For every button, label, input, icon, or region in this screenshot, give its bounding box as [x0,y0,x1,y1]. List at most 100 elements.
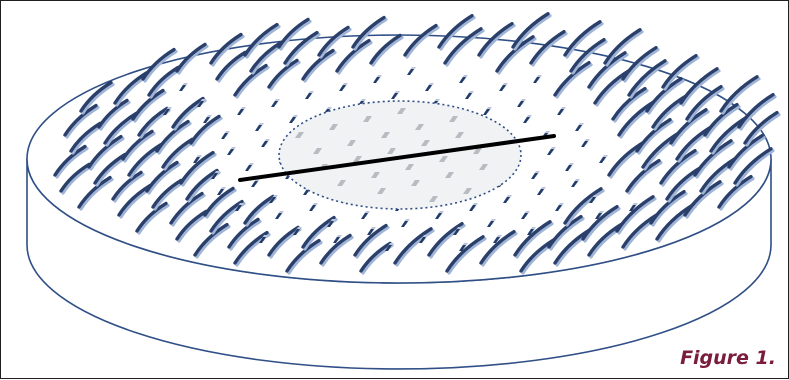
blade-mark [669,108,710,147]
blade-mark [627,59,669,99]
scan-line [238,134,556,182]
blade-mark [569,37,608,75]
figure-caption: Figure 1. [680,347,776,369]
stub-mark [251,179,260,187]
blade-mark [443,27,485,67]
center-stub-mark [295,132,304,138]
blade-mark [203,186,237,219]
blade-mark [621,45,660,83]
stub-mark [531,171,540,179]
blade-mark [645,77,685,115]
stub-mark [453,227,462,235]
blade-mark [351,15,388,51]
center-stub-mark [313,148,322,154]
blade-mark [393,227,435,267]
center-stubs [295,108,488,202]
stub-mark [521,211,530,219]
blade-mark [353,223,390,259]
blade-mark [437,13,476,51]
stub-mark [517,99,526,107]
blade-mark [111,170,145,203]
stub-mark [523,115,532,123]
blade-mark [131,88,167,123]
blade-mark [445,235,487,275]
stub-mark [259,235,268,243]
stub-mark [547,147,556,155]
blade-mark [285,238,323,275]
blade-mark [635,117,674,155]
stub-mark [339,83,348,91]
blade-mark [209,32,245,67]
stub-mark [557,107,566,115]
blade-mark [659,149,699,187]
blade-mark [283,30,321,67]
blade-mark [233,63,270,99]
center-stub-mark [463,188,472,194]
center-stub-mark [429,196,438,202]
stub-mark [197,99,206,107]
stub-mark [309,203,318,211]
blades-layer [53,12,781,275]
center-stub-mark [479,164,488,170]
stub-mark [261,139,270,147]
blade-mark [267,58,301,91]
stub-mark [271,99,280,107]
blade-mark [563,20,604,59]
stub-mark [599,155,608,163]
center-stub-mark [439,156,448,162]
center-stub-mark [387,148,396,154]
stub-mark [293,227,302,235]
stub-mark [487,219,496,227]
blade-mark [63,103,100,139]
blade-mark [615,195,657,235]
stub-mark [235,203,244,211]
stub-mark [459,75,468,83]
blade-mark [703,102,741,139]
stub-mark [435,211,444,219]
stub-mark [589,195,598,203]
blade-mark [87,134,125,171]
stub-mark [227,147,236,155]
blade-mark [53,144,89,179]
stub-mark [565,163,574,171]
stub-mark [425,83,434,91]
blade-mark [727,133,766,171]
stub-mark [221,131,230,139]
stub-mark [459,243,468,251]
stub-mark [533,75,542,83]
stub-mark [391,91,400,99]
stub-mark [255,123,264,131]
center-stub-mark [405,164,414,170]
blade-mark [243,22,281,59]
blade-mark [733,147,775,187]
blade-mark [661,53,700,91]
center-stub-mark [347,140,356,146]
blade-mark [685,85,725,123]
blade-mark [369,33,404,67]
blade-mark [693,139,735,179]
center-stub-mark [473,148,482,154]
blade-mark [719,75,761,115]
blade-mark [97,98,131,131]
stub-mark [367,227,376,235]
center-stub-mark [329,124,338,130]
stub-mark [203,115,212,123]
center-region [278,100,522,210]
center-stub-mark [455,132,464,138]
stub-mark [537,187,546,195]
center-stub-mark [449,116,458,122]
stub-mark [385,243,394,251]
stub-mark [575,123,584,131]
center-stub-mark [337,180,346,186]
center-stub-mark [397,108,406,114]
blade-mark [679,67,721,107]
blade-mark [743,110,781,147]
stub-mark [407,67,416,75]
center-stub-mark [445,172,454,178]
stub-mark [217,187,226,195]
blade-mark [189,114,223,147]
center-stub-mark [415,124,424,130]
blade-mark [227,217,262,251]
